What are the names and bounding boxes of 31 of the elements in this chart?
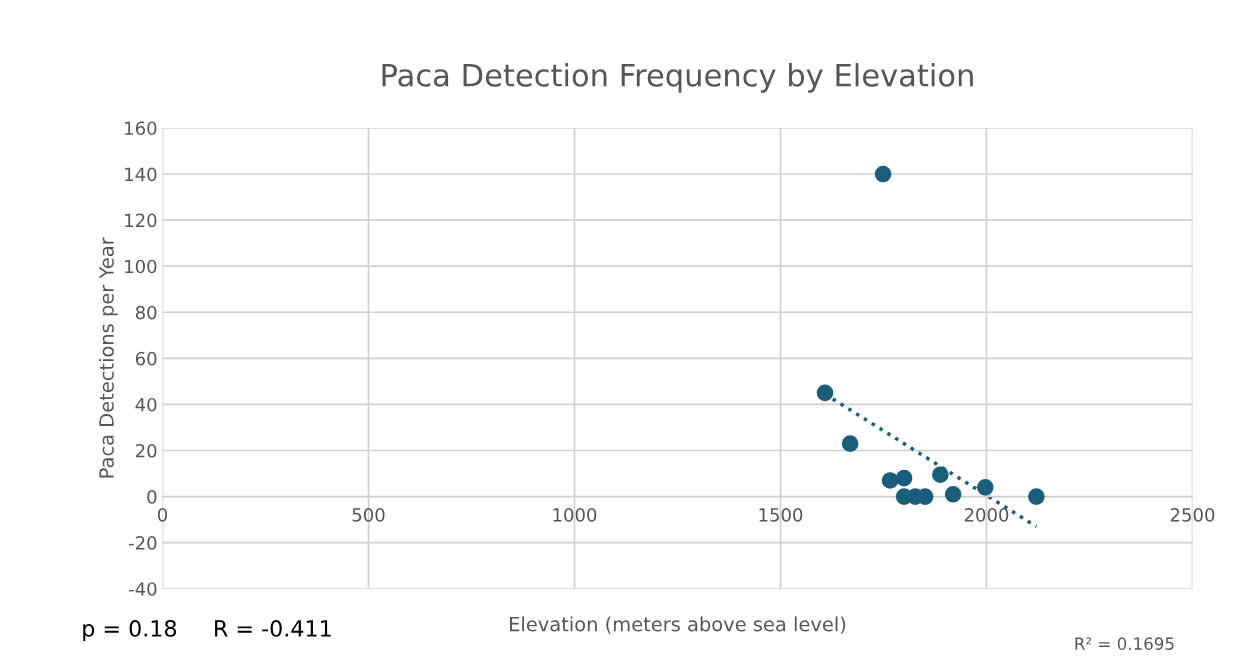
y-tick-label: 80 xyxy=(135,305,157,320)
point xyxy=(976,479,994,496)
y-tick-label: 100 xyxy=(125,259,157,274)
point xyxy=(816,384,834,402)
y-tick-label: 0 xyxy=(147,490,157,504)
x-tick-label: 2000 xyxy=(964,508,1009,522)
text: p = 0.18 R = -0.411 xyxy=(83,619,331,642)
chart-title: Paca Detection Frequency by Elevation xyxy=(382,63,973,93)
y-tick-label: -20 xyxy=(129,536,157,550)
y-tick-label: 160 xyxy=(125,121,157,136)
point xyxy=(881,472,899,489)
point xyxy=(895,469,913,487)
x-tick-label: 1500 xyxy=(759,508,803,522)
x-tick-label: 0 xyxy=(157,508,168,522)
point xyxy=(1028,488,1045,505)
point xyxy=(932,466,949,484)
y-tick-label: 120 xyxy=(125,213,157,228)
y-axis-title: Paca Detections per Year xyxy=(98,237,118,478)
text: R² = 0.1695 xyxy=(1075,637,1174,650)
x-tick-label: 1000 xyxy=(553,508,597,522)
y-tick-label: 140 xyxy=(125,167,157,182)
point xyxy=(874,165,892,183)
x-axis-title: Elevation (meters above sea level) xyxy=(510,616,846,634)
y-tick-label: 60 xyxy=(135,351,157,366)
y-tick-label: 40 xyxy=(135,397,157,412)
point xyxy=(841,435,859,452)
y-tick-label: 20 xyxy=(135,443,157,458)
x-tick-label: 500 xyxy=(352,508,385,522)
x-tick-label: 2500 xyxy=(1170,508,1215,522)
y-tick-label: -40 xyxy=(129,582,157,596)
point xyxy=(944,485,962,503)
